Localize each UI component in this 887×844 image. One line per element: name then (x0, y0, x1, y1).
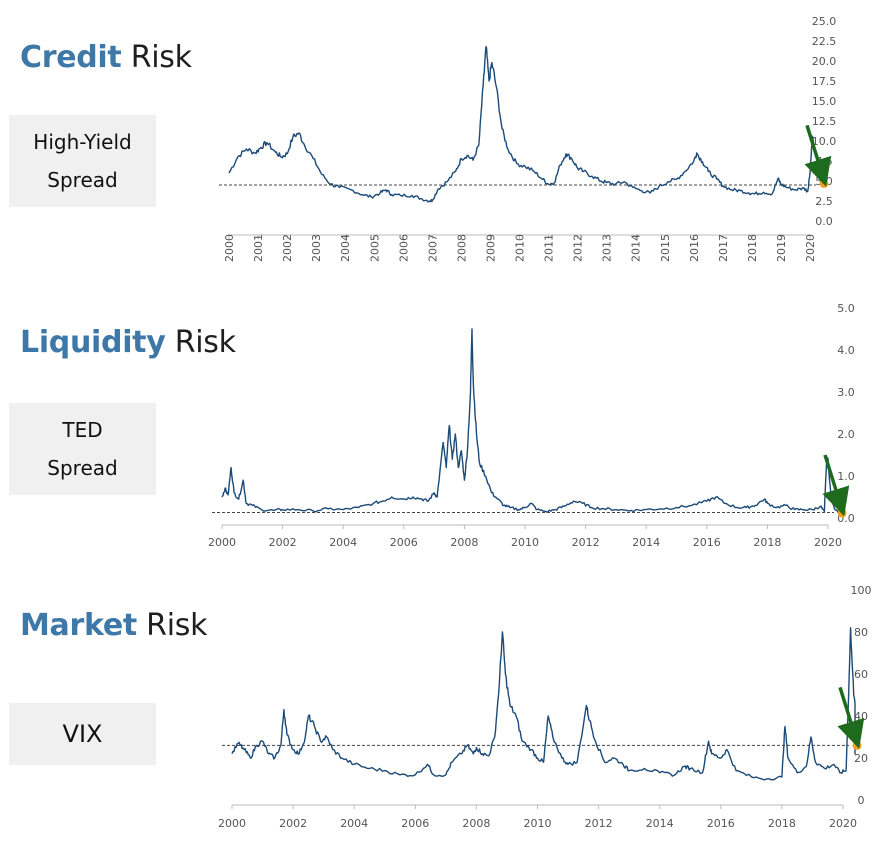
y-tick-label: 80 (854, 626, 868, 639)
downtrend-arrow (837, 686, 865, 749)
x-tick-label: 2018 (753, 536, 781, 549)
x-tick-label: 2004 (339, 234, 352, 262)
series-line (231, 627, 856, 781)
x-tick-label: 2006 (390, 536, 418, 549)
x-tick-label: 2007 (426, 234, 439, 262)
y-tick-label: 100 (851, 584, 872, 597)
y-tick-label: 4.0 (837, 344, 855, 357)
vix-label: VIX (9, 703, 156, 765)
y-tick-label: 2.5 (815, 195, 833, 208)
title-accent: Liquidity (20, 325, 166, 360)
title-rest: Risk (136, 608, 208, 643)
y-tick-label: 0.0 (815, 215, 833, 228)
label-line-2: Spread (47, 168, 118, 192)
x-tick-label: 2008 (455, 234, 468, 262)
y-tick-label: 20.0 (812, 55, 837, 68)
title-rest: Risk (121, 40, 192, 75)
x-tick-label: 2012 (585, 817, 613, 830)
liquidity-risk-panel: Liquidity Risk TED Spread (9, 325, 236, 495)
label-line-1: High-Yield (33, 130, 132, 154)
ted-spread-label: TED Spread (9, 403, 156, 495)
series-line (221, 328, 841, 515)
credit-risk-title: Credit Risk (20, 40, 192, 75)
x-tick-label: 2000 (208, 536, 236, 549)
x-tick-label: 2011 (543, 234, 556, 262)
y-tick-label: 12.5 (812, 115, 837, 128)
x-tick-label: 2002 (281, 234, 294, 262)
x-tick-label: 2006 (397, 234, 410, 262)
x-tick-label: 2010 (511, 536, 539, 549)
x-tick-label: 2020 (804, 234, 817, 262)
current-value-marker (852, 740, 862, 750)
current-value-marker (837, 508, 847, 518)
x-tick-label: 2003 (310, 234, 323, 262)
x-tick-label: 2020 (814, 536, 842, 549)
x-tick-label: 2015 (659, 234, 672, 262)
x-tick-label: 2016 (707, 817, 735, 830)
y-tick-label: 22.5 (812, 35, 837, 48)
x-tick-label: 2006 (401, 817, 429, 830)
label-line-1: TED (62, 418, 103, 442)
x-tick-label: 2010 (514, 234, 527, 262)
y-tick-label: 25.0 (812, 15, 837, 28)
x-tick-label: 2016 (688, 234, 701, 262)
y-tick-label: 1.0 (837, 470, 855, 483)
x-tick-label: 2020 (829, 817, 857, 830)
y-tick-label: 15.0 (812, 95, 837, 108)
x-tick-label: 2014 (632, 536, 660, 549)
title-rest: Risk (165, 325, 236, 360)
x-tick-label: 2014 (646, 817, 674, 830)
current-value-marker (819, 178, 829, 188)
x-tick-label: 2009 (484, 234, 497, 262)
downtrend-arrow (822, 454, 850, 517)
x-tick-label: 2000 (223, 234, 236, 262)
y-tick-label: 60 (854, 668, 868, 681)
x-tick-label: 2019 (775, 234, 788, 262)
y-tick-label: 40 (854, 710, 868, 723)
x-tick-label: 2014 (630, 234, 643, 262)
x-tick-label: 2008 (450, 536, 478, 549)
high-yield-spread-label: High-Yield Spread (9, 115, 156, 207)
x-tick-label: 2002 (279, 817, 307, 830)
x-tick-label: 2004 (329, 536, 357, 549)
label-line-2: Spread (47, 456, 118, 480)
x-tick-label: 2001 (252, 234, 265, 262)
title-accent: Market (20, 608, 137, 643)
x-tick-label: 2000 (218, 817, 246, 830)
label-line-1: VIX (62, 720, 103, 748)
downtrend-arrow (804, 124, 832, 187)
x-tick-label: 2010 (524, 817, 552, 830)
credit-risk-panel: Credit Risk High-Yield Spread (0, 0, 887, 280)
y-tick-label: 2.0 (837, 428, 855, 441)
x-tick-label: 2017 (717, 234, 730, 262)
title-accent: Credit (20, 40, 122, 75)
y-tick-label: 10.0 (812, 135, 837, 148)
x-tick-label: 2016 (693, 536, 721, 549)
x-tick-label: 2005 (368, 234, 381, 262)
x-tick-label: 2008 (462, 817, 490, 830)
y-tick-label: 0 (858, 794, 865, 807)
y-tick-label: 5.0 (837, 302, 855, 315)
liquidity-risk-title: Liquidity Risk (20, 325, 236, 360)
market-risk-title: Market Risk (20, 608, 207, 643)
x-tick-label: 2002 (269, 536, 297, 549)
x-tick-label: 2018 (746, 234, 759, 262)
x-tick-label: 2012 (572, 234, 585, 262)
series-line (228, 45, 823, 203)
x-tick-label: 2013 (601, 234, 614, 262)
y-tick-label: 3.0 (837, 386, 855, 399)
x-tick-label: 2004 (340, 817, 368, 830)
x-tick-label: 2018 (768, 817, 796, 830)
y-tick-label: 20 (854, 752, 868, 765)
x-tick-label: 2012 (572, 536, 600, 549)
y-tick-label: 17.5 (812, 75, 837, 88)
